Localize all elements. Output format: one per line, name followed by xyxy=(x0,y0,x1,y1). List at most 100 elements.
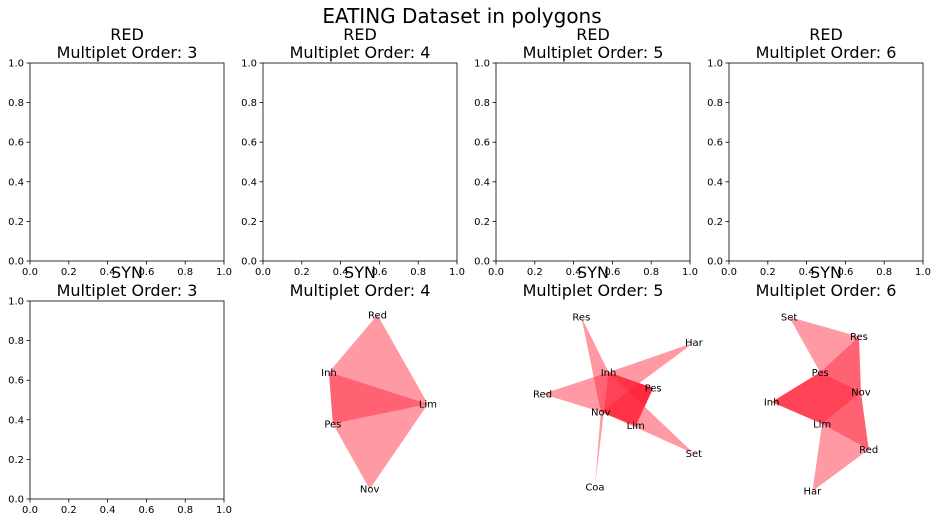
subplot-grid: RED Multiplet Order: 3 0.0 0.2 0.4 0.6 0.8 1.0 0… xyxy=(8,25,931,516)
node-label: Nov xyxy=(851,388,871,399)
node-label: Inh xyxy=(321,368,337,379)
x-tick-label: 0.4 xyxy=(100,267,116,278)
axes-frame xyxy=(29,62,225,262)
x-tick-label: 0.8 xyxy=(410,267,426,278)
node-label: Red xyxy=(859,445,878,456)
subplot-title-group: RED xyxy=(809,25,843,44)
x-tick-label: 0.2 xyxy=(61,267,77,278)
node-label: Res xyxy=(850,332,868,343)
y-tick-label: 0.0 xyxy=(8,257,24,268)
hyperedge-polygon xyxy=(328,314,428,424)
x-tick-label: 0.0 xyxy=(721,267,737,278)
y-tick-label: 0.0 xyxy=(241,257,257,268)
y-tick-label: 0.2 xyxy=(8,455,24,466)
x-tick-label: 1.0 xyxy=(682,267,698,278)
node-label: Red xyxy=(368,310,387,321)
hyperedge-polygon xyxy=(771,372,869,492)
x-tick-label: 0.8 xyxy=(876,267,892,278)
subplot-title-order: Multiplet Order: 3 xyxy=(57,281,198,300)
node-label: Set xyxy=(686,449,703,460)
node-label: Inh xyxy=(601,368,617,379)
y-tick-label: 0.6 xyxy=(8,376,24,387)
x-tick-label: 0.2 xyxy=(294,267,310,278)
y-tick-label: 0.6 xyxy=(474,138,490,149)
y-tick-label: 1.0 xyxy=(8,297,24,308)
node-label: Lim xyxy=(419,399,437,410)
figure-title: EATING Dataset in polygons xyxy=(322,4,601,28)
node-label: Lim xyxy=(627,421,645,432)
subplot-title-group: RED xyxy=(110,25,144,44)
node-label: Nov xyxy=(591,407,611,418)
x-tick-label: 1.0 xyxy=(216,267,232,278)
y-tick-label: 1.0 xyxy=(474,59,490,70)
node-label: Res xyxy=(572,312,590,323)
x-tick-label: 0.8 xyxy=(177,267,193,278)
x-tick-label: 0.8 xyxy=(643,267,659,278)
y-tick-label: 0.2 xyxy=(241,217,257,228)
hyperedge-polygon xyxy=(581,316,654,426)
node-label: Har xyxy=(685,338,704,349)
x-tick-label: 0.4 xyxy=(333,267,349,278)
y-tick-label: 0.0 xyxy=(8,495,24,506)
subplot-title-group: RED xyxy=(576,25,610,44)
node-label: Lim xyxy=(813,419,831,430)
x-tick-label: 0.4 xyxy=(566,267,582,278)
y-tick-label: 0.8 xyxy=(241,98,257,109)
node-label: Coa xyxy=(585,483,604,494)
x-tick-label: 0.6 xyxy=(837,267,853,278)
subplot-title-group: SYN xyxy=(577,263,609,282)
y-tick-label: 0.2 xyxy=(474,217,490,228)
y-tick-label: 0.8 xyxy=(707,98,723,109)
x-tick-label: 0.2 xyxy=(760,267,776,278)
y-tick-label: 0.2 xyxy=(8,217,24,228)
y-tick-label: 0.6 xyxy=(241,138,257,149)
x-tick-label: 0.4 xyxy=(100,505,116,516)
y-tick-label: 0.8 xyxy=(8,98,24,109)
x-tick-label: 0.4 xyxy=(799,267,815,278)
x-tick-label: 0.6 xyxy=(138,267,154,278)
x-tick-label: 0.8 xyxy=(177,505,193,516)
subplot-title-group: SYN xyxy=(810,263,842,282)
node-label: Har xyxy=(804,487,823,498)
y-tick-label: 0.4 xyxy=(8,177,24,188)
x-tick-label: 0.6 xyxy=(371,267,387,278)
x-tick-label: 0.0 xyxy=(255,267,271,278)
y-tick-label: 0.2 xyxy=(707,217,723,228)
y-tick-label: 0.8 xyxy=(474,98,490,109)
subplot-title-order: Multiplet Order: 4 xyxy=(290,281,431,300)
y-tick-label: 0.6 xyxy=(707,138,723,149)
x-tick-label: 0.0 xyxy=(22,505,38,516)
hyperedge-polygon xyxy=(328,372,428,490)
y-tick-label: 0.4 xyxy=(8,415,24,426)
node-label: Inh xyxy=(764,397,780,408)
y-tick-label: 0.0 xyxy=(474,257,490,268)
subplot-title-order: Multiplet Order: 6 xyxy=(756,281,897,300)
y-tick-label: 0.0 xyxy=(707,257,723,268)
x-tick-label: 1.0 xyxy=(449,267,465,278)
subplot-title-order: Multiplet Order: 5 xyxy=(523,43,664,62)
y-tick-label: 0.4 xyxy=(474,177,490,188)
y-tick-label: 1.0 xyxy=(8,59,24,70)
y-tick-label: 0.4 xyxy=(707,177,723,188)
subplot-title-group: SYN xyxy=(111,263,143,282)
axes-frame xyxy=(728,62,924,262)
x-tick-label: 0.6 xyxy=(604,267,620,278)
subplot-title-order: Multiplet Order: 4 xyxy=(290,43,431,62)
node-label: Pes xyxy=(812,368,829,379)
x-tick-label: 1.0 xyxy=(915,267,931,278)
y-tick-label: 0.8 xyxy=(8,336,24,347)
hyperedge-polygon xyxy=(771,316,861,424)
x-tick-label: 0.2 xyxy=(527,267,543,278)
x-tick-label: 1.0 xyxy=(216,505,232,516)
subplot-title-order: Multiplet Order: 5 xyxy=(523,281,664,300)
x-tick-label: 0.6 xyxy=(138,505,154,516)
x-tick-label: 0.0 xyxy=(488,267,504,278)
axes-frame xyxy=(262,62,458,262)
